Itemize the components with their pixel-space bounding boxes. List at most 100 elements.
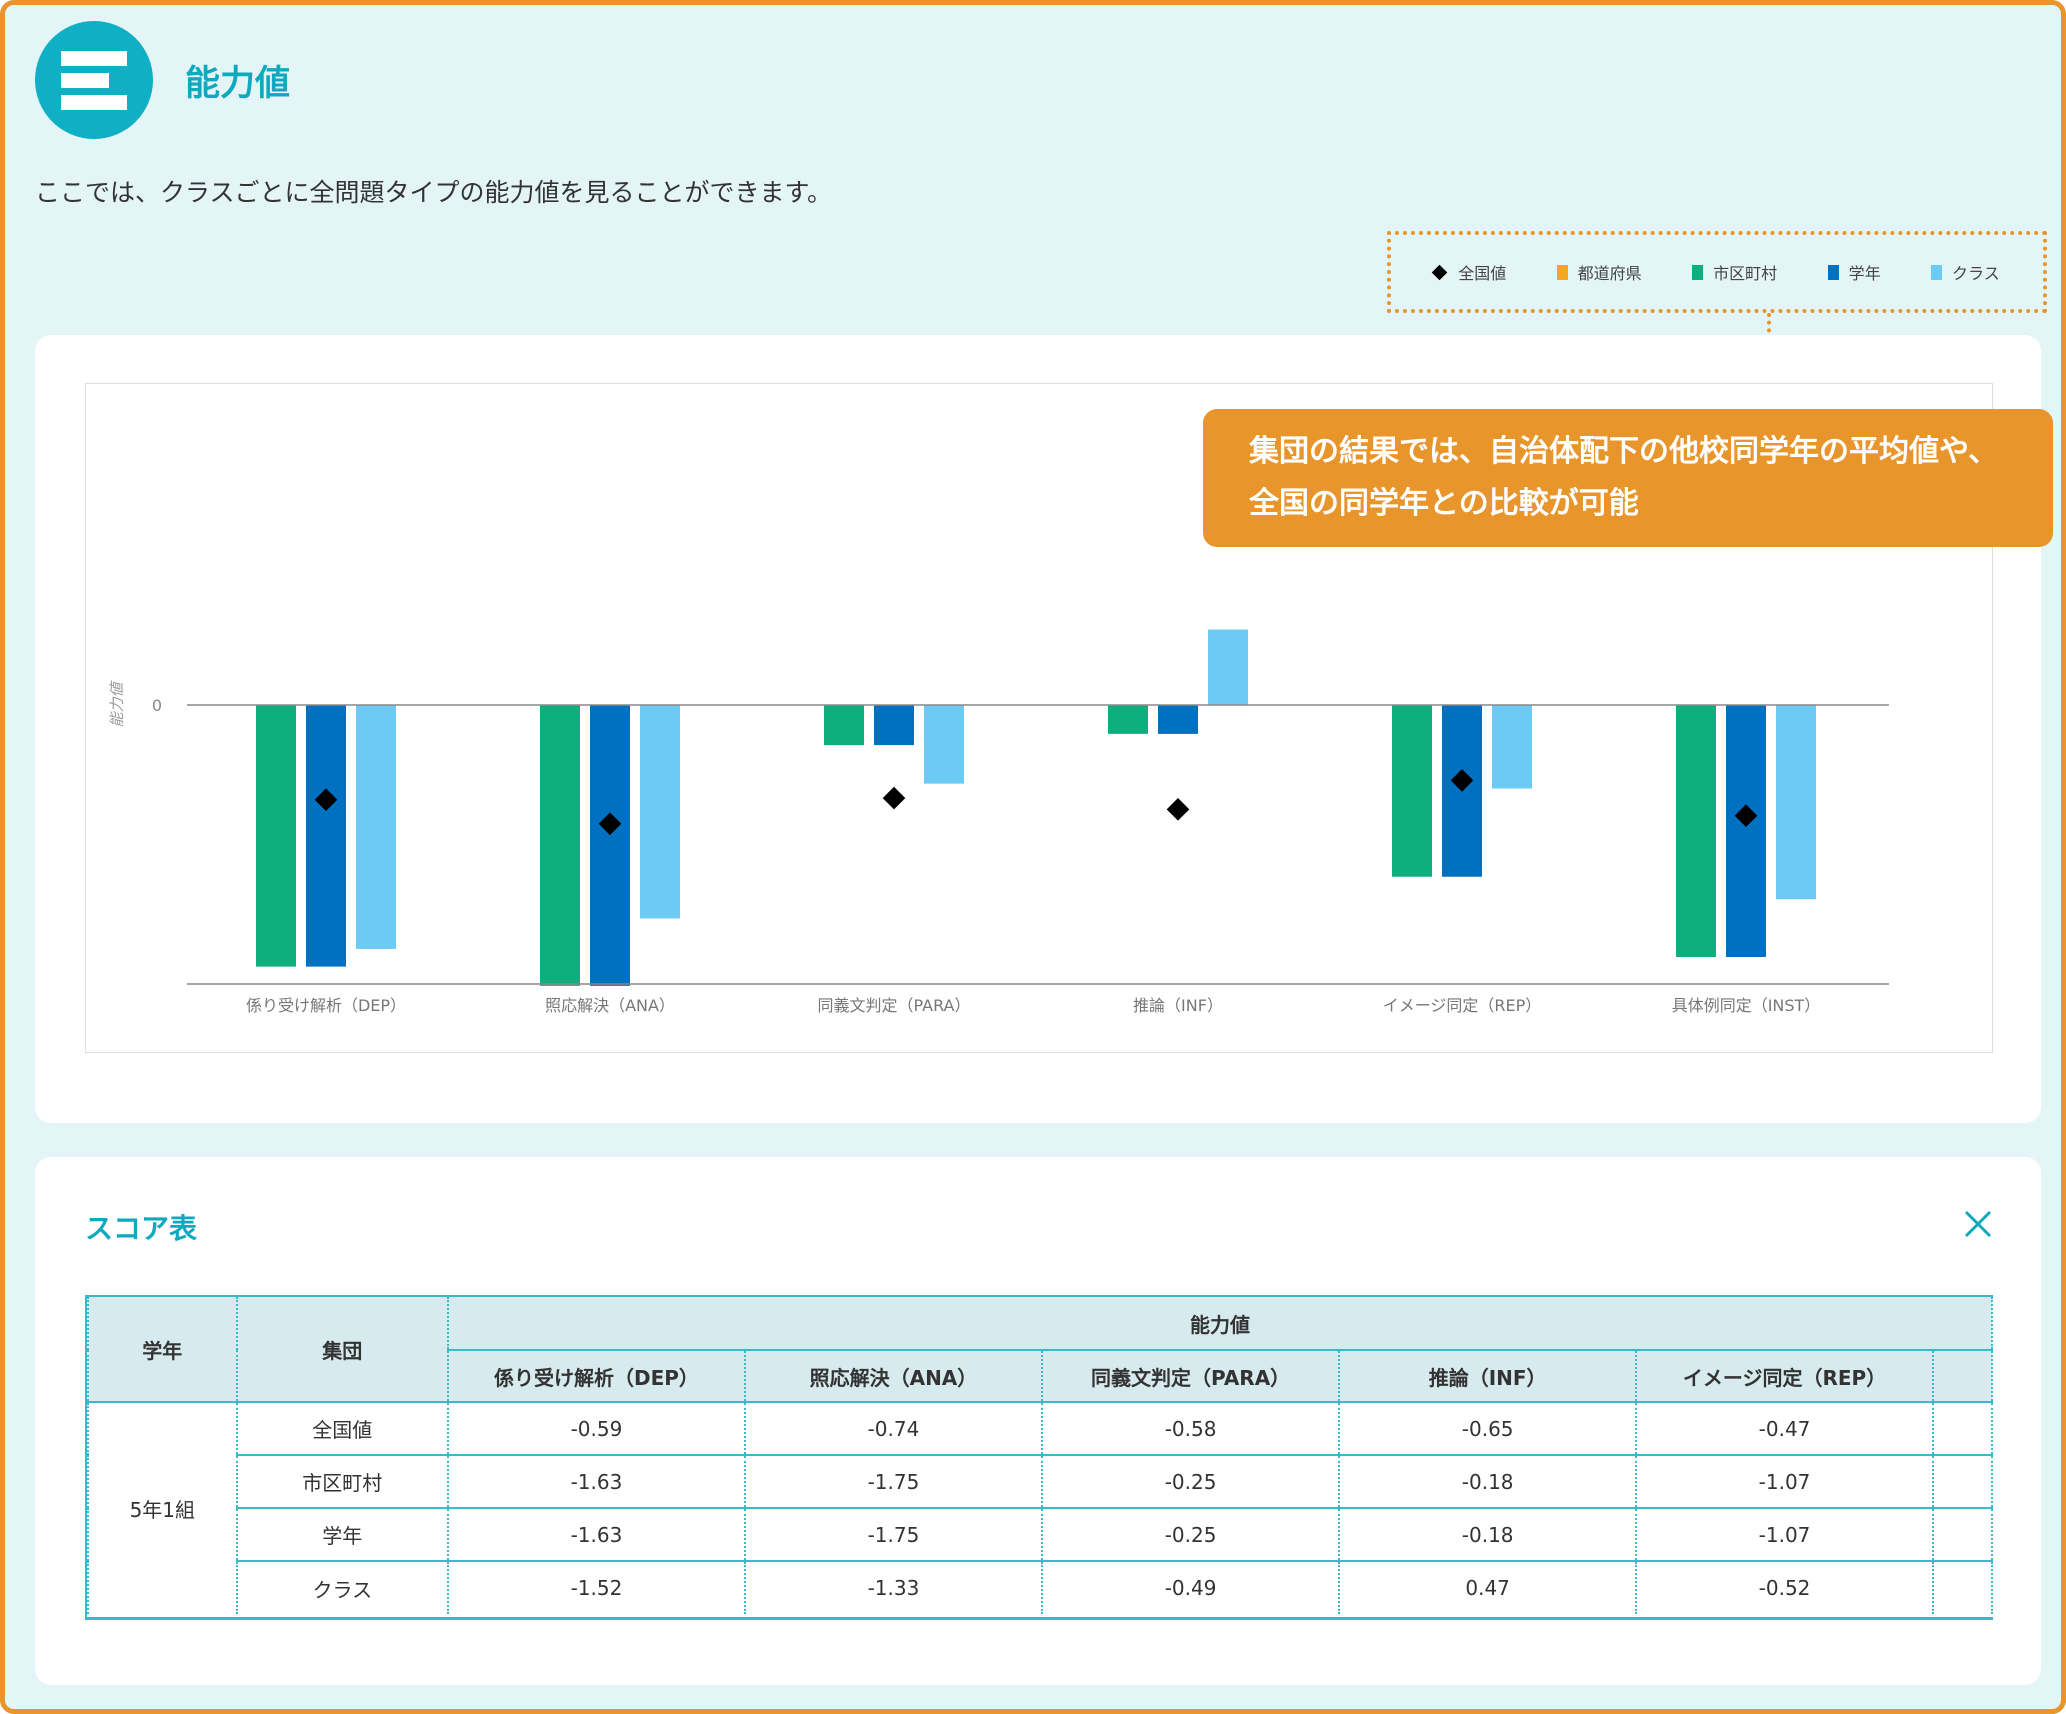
value-cell: -1.07 [1635,1508,1935,1562]
value-cell-clipped [1932,1508,1993,1562]
bar-クラス [640,705,680,919]
ability-bar-chart: 0 能力値 係り受け解析（DEP） 照応解決（ANA） 同義文判定（PARA） 推論（… [108,629,1889,1015]
ability-logo-icon [35,21,153,139]
header-col: 推論（INF） [1338,1350,1638,1403]
value-cell-clipped [1932,1561,1993,1614]
x-tick-label: 推論（INF） [1133,996,1223,1015]
group-cell: 学年 [235,1508,449,1562]
value-cell: -0.25 [1040,1508,1341,1562]
header-group: 集団 [235,1295,449,1403]
marker-全国値 [598,812,622,836]
table-row: 市区町村 -1.63 -1.75 -0.25 -0.18 -1.07 [88,1455,1993,1509]
value-cell: -0.59 [446,1402,746,1456]
legend-label: 都道府県 [1577,264,1642,283]
square-swatch-icon [1692,264,1704,280]
square-swatch-icon [1827,264,1839,280]
value-cell-clipped [1932,1402,1993,1456]
value-cell-clipped [1932,1455,1993,1509]
bar-クラス [1776,705,1816,900]
legend-item-grade[interactable]: 学年 [1827,260,1881,284]
square-swatch-icon [1931,264,1943,280]
header-col-clipped [1932,1350,1993,1403]
value-cell: -0.74 [743,1402,1043,1456]
bar-市区町村 [824,705,864,746]
header-col: 同義文判定（PARA） [1040,1350,1341,1403]
value-cell: -0.18 [1338,1508,1638,1562]
header-col: イメージ同定（REP） [1635,1350,1935,1403]
bar-学年 [590,705,630,986]
y-axis-label: 能力値 [108,680,126,728]
bar-学年 [306,705,346,967]
bar-市区町村 [256,705,296,967]
legend-label: 学年 [1848,264,1881,283]
legend-item-prefecture[interactable]: 都道府県 [1556,260,1642,284]
page-title: 能力値 [185,64,291,104]
legend-label: 全国値 [1458,264,1507,283]
close-icon[interactable] [1961,1207,1995,1241]
callout-line-2: 全国の同学年との比較が可能 [1249,486,1639,521]
value-cell: -1.07 [1635,1455,1935,1509]
grade-cell: 5年1組 [87,1402,238,1614]
header-ability: 能力値 [446,1295,1993,1351]
value-cell: -1.63 [446,1455,746,1509]
value-cell: -1.63 [446,1508,746,1562]
chart-area: 0 能力値 係り受け解析（DEP） 照応解決（ANA） 同義文判定（PARA） 推論（… [85,383,1993,1053]
value-cell: -0.18 [1338,1455,1638,1509]
callout-line-1: 集団の結果では、自治体配下の他校同学年の平均値や、 [1249,434,1999,469]
marker-全国値 [882,786,906,810]
value-cell: -0.49 [1040,1561,1341,1614]
value-cell: -0.58 [1040,1402,1341,1456]
value-cell: -0.47 [1635,1402,1935,1456]
page-description: ここでは、クラスごとに全問題タイプの能力値を見ることができます。 [35,178,833,207]
legend-label: 市区町村 [1713,264,1778,283]
bar-クラス [1208,629,1248,705]
diamond-marker-icon [1431,264,1448,280]
x-tick-label: 照応解決（ANA） [545,996,675,1015]
square-swatch-icon [1556,264,1568,280]
score-table-scroll[interactable]: 学年 集団 能力値 係り受け解析（DEP） 照応解決（ANA） 同義文判定（PA… [85,1295,1993,1620]
bar-市区町村 [1392,705,1432,877]
group-cell: クラス [235,1561,449,1614]
bar-学年 [1158,705,1198,734]
value-cell: -0.65 [1338,1402,1638,1456]
y-tick-label: 0 [152,696,162,715]
bar-クラス [1492,705,1532,789]
table-row: クラス -1.52 -1.33 -0.49 0.47 -0.52 [88,1561,1993,1614]
legend-item-municipality[interactable]: 市区町村 [1692,260,1777,284]
value-cell: -0.52 [1635,1561,1935,1614]
bar-学年 [874,705,914,746]
value-cell: -0.25 [1040,1455,1341,1509]
value-cell: -1.33 [743,1561,1043,1614]
bar-クラス [356,705,396,949]
value-cell: -1.75 [743,1508,1043,1562]
header-grade: 学年 [87,1295,238,1403]
value-cell: 0.47 [1338,1561,1638,1614]
legend-label: クラス [1952,264,2000,283]
marker-全国値 [1450,769,1474,792]
value-cell: -1.52 [446,1561,746,1614]
x-tick-label: 具体例同定（INST） [1672,996,1821,1015]
bar-クラス [924,705,964,784]
score-table-card: スコア表 学年 集団 能力値 係り受け解析（DEP） 照応解決（ANA） [35,1157,2041,1685]
legend-item-national[interactable]: 全国値 [1431,260,1507,284]
header-col: 係り受け解析（DEP） [446,1350,746,1403]
score-table-title: スコア表 [85,1212,198,1245]
table-row: 5年1組 全国値 -0.59 -0.74 -0.58 -0.65 -0.47 [87,1402,1993,1614]
table-row: 学年 -1.63 -1.75 -0.25 -0.18 -1.07 [88,1508,1993,1562]
chart-legend: 全国値 都道府県 市区町村 学年 クラス [1387,231,2047,313]
x-tick-label: 係り受け解析（DEP） [246,996,406,1015]
bar-市区町村 [540,705,580,986]
x-tick-label: イメージ同定（REP） [1383,996,1542,1015]
group-cell: 全国値 [235,1402,449,1456]
marker-全国値 [1734,804,1758,828]
bar-学年 [1726,705,1766,957]
header-col: 照応解決（ANA） [743,1350,1043,1403]
comparison-callout: 集団の結果では、自治体配下の他校同学年の平均値や、 全国の同学年との比較が可能 [1203,409,2053,547]
bar-市区町村 [1108,705,1148,734]
x-tick-label: 同義文判定（PARA） [818,996,971,1015]
legend-item-class[interactable]: クラス [1931,260,2000,284]
value-cell: -1.75 [743,1455,1043,1509]
score-table: 学年 集団 能力値 係り受け解析（DEP） 照応解決（ANA） 同義文判定（PA… [87,1295,1993,1614]
group-cell: 市区町村 [235,1455,449,1509]
